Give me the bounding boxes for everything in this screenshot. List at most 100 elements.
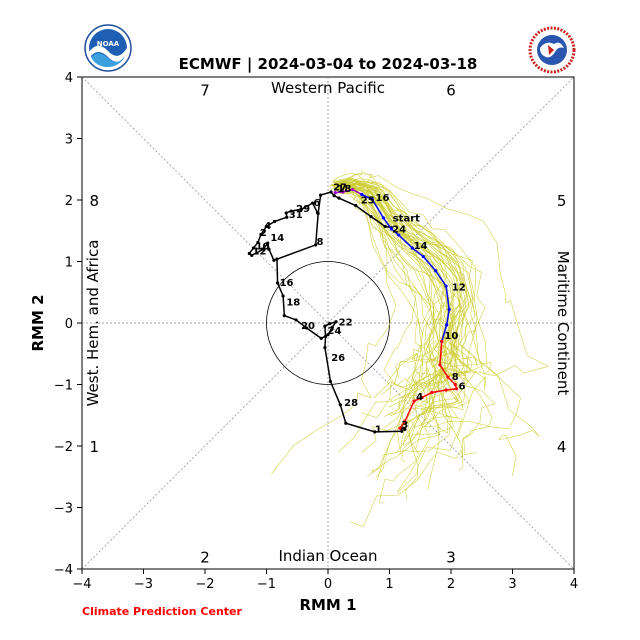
region-label-western-pacific: Western Pacific <box>271 79 385 97</box>
forecast-day-label: 16 <box>376 193 390 204</box>
forecast-point <box>333 191 337 195</box>
forecast-point <box>444 284 448 288</box>
x-tick-label: 0 <box>324 577 332 592</box>
forecast-point <box>389 227 393 231</box>
credit-text: Climate Prediction Center <box>82 605 242 618</box>
forecast-point <box>351 187 355 192</box>
observed-point <box>332 194 336 198</box>
observed-point <box>400 429 404 433</box>
observed-day-label: 4 <box>264 221 271 232</box>
observed-trajectory <box>247 190 407 434</box>
forecast-point <box>397 233 401 237</box>
observed-day-label: 31 <box>289 210 303 221</box>
phase-number-6: 6 <box>446 81 456 99</box>
forecast-point <box>438 363 442 367</box>
observed-point <box>294 318 298 322</box>
observed-day-label: 16 <box>280 278 294 289</box>
y-tick-label: 4 <box>65 71 73 86</box>
observed-point <box>326 333 330 337</box>
forecast-point <box>412 399 416 403</box>
x-tick-label: 4 <box>570 577 578 592</box>
observed-day-label: 28 <box>344 398 358 409</box>
observed-point <box>403 427 407 431</box>
forecast-day-label: 6 <box>459 381 466 392</box>
observed-point <box>289 209 293 213</box>
observed-point <box>304 326 309 330</box>
forecast-day-label: 18 <box>337 184 351 195</box>
ensemble-member-line <box>335 178 468 417</box>
observed-day-label: 20 <box>301 321 315 332</box>
ensemble-member-line <box>339 180 464 437</box>
x-tick-label: −4 <box>72 577 91 592</box>
region-label-west-hem-africa: West. Hem. and Africa <box>84 240 102 407</box>
forecast-point <box>430 390 434 395</box>
observed-day-label: 6 <box>313 198 320 209</box>
observed-point <box>282 314 286 318</box>
observed-point <box>323 324 327 328</box>
observed-day-label: 12 <box>253 247 267 258</box>
y-tick-label: −3 <box>54 502 73 517</box>
phase-number-3: 3 <box>446 549 456 567</box>
observed-day-label: 18 <box>286 298 300 309</box>
ensemble-member-line <box>333 178 459 492</box>
observed-point <box>323 346 327 350</box>
observed-point <box>311 201 315 205</box>
observed-point <box>256 240 260 245</box>
forecast-point <box>410 246 414 250</box>
observed-point <box>316 211 320 216</box>
y-tick-label: −2 <box>54 440 73 455</box>
forecast-point <box>454 387 459 391</box>
nws-logo <box>528 26 576 74</box>
x-tick-label: −3 <box>134 577 153 592</box>
observed-point <box>275 281 280 285</box>
ensemble-member-line <box>336 186 493 472</box>
ensemble-member-line <box>334 188 436 453</box>
region-label-indian-ocean: Indian Ocean <box>278 547 377 565</box>
ensemble-member-line <box>334 183 521 430</box>
phase-number-2: 2 <box>200 549 210 567</box>
y-axis-label: RMM 2 <box>29 294 47 351</box>
observed-point <box>281 294 285 298</box>
forecast-day-label: 12 <box>452 282 466 293</box>
forecast-point <box>341 190 345 194</box>
observed-day-label: 10 <box>256 242 270 253</box>
ensemble-member-line <box>336 184 460 432</box>
ensemble-member-line <box>331 184 462 417</box>
ensemble-member-line <box>336 183 470 393</box>
observed-day-label: 29 <box>296 204 310 215</box>
x-tick-label: 1 <box>385 577 393 592</box>
phase-number-1: 1 <box>90 438 100 456</box>
noaa-logo: NOAA <box>84 24 132 72</box>
forecast-point <box>420 395 424 400</box>
ensemble-member-line <box>334 187 458 446</box>
chart-title: ECMWF | 2024-03-04 to 2024-03-18 <box>179 55 478 74</box>
forecast-point <box>370 197 374 201</box>
ensemble-member-line <box>336 182 449 490</box>
observed-point <box>275 257 279 261</box>
y-tick-label: 3 <box>65 133 73 148</box>
observed-point <box>354 203 358 208</box>
forecast-line <box>335 188 363 196</box>
forecast-day-label: 14 <box>414 241 428 252</box>
observed-point <box>344 421 348 425</box>
observed-point <box>272 219 277 224</box>
observed-point <box>266 241 270 245</box>
observed-point <box>369 215 373 219</box>
observed-point <box>334 320 338 324</box>
forecast-point <box>434 269 438 273</box>
ensemble-member-line <box>340 185 440 480</box>
forecast-start-label: start <box>393 213 420 224</box>
observed-day-label: 24 <box>328 326 342 337</box>
forecast-day-label: 10 <box>444 331 458 342</box>
forecast-line <box>361 193 450 342</box>
y-tick-label: 1 <box>65 256 73 271</box>
y-tick-label: −4 <box>54 563 73 578</box>
ensemble-member-line <box>333 170 471 408</box>
forecast-day-label: 8 <box>452 372 459 383</box>
observed-point <box>272 258 276 262</box>
y-tick-label: 0 <box>65 317 73 332</box>
y-tick-label: −1 <box>54 379 73 394</box>
